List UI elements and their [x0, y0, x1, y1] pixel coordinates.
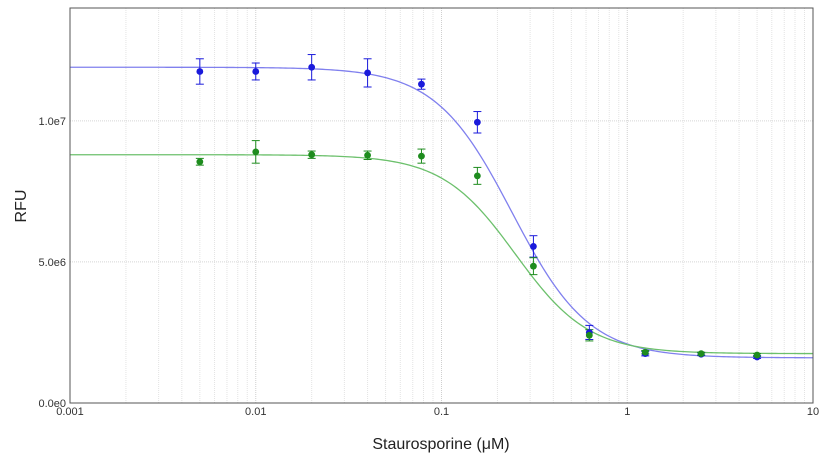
y-tick-label: 1.0e7: [38, 116, 66, 128]
data-point-1: [473, 118, 481, 126]
data-point-2: [418, 152, 425, 160]
data-point-2: [473, 172, 481, 180]
y-tick-label: 5.0e6: [38, 257, 66, 269]
x-tick-label: 0.01: [245, 406, 266, 418]
data-point-2: [585, 331, 593, 339]
data-points: [196, 63, 761, 361]
data-point-1: [530, 243, 537, 250]
data-point-2: [196, 158, 204, 166]
data-point-1: [252, 68, 260, 75]
data-point-1: [418, 80, 425, 88]
data-point-2: [641, 348, 649, 356]
fit-curves: [70, 66, 814, 359]
plot-area-frame: [69, 7, 814, 404]
tick-labels: 0.001 0.01 0.1 1 10 0.0e0 5.0e6 1.0e7: [38, 116, 819, 418]
y-tick-label: 0.0e0: [38, 398, 66, 410]
y-axis-title: RFU: [13, 190, 30, 223]
data-point-2: [697, 350, 705, 358]
x-tick-label: 10: [807, 406, 819, 418]
x-tick-label: 0.1: [434, 406, 449, 418]
data-point-2: [308, 151, 316, 159]
data-point-1: [196, 68, 204, 75]
data-point-2: [530, 262, 537, 270]
data-point-1: [308, 63, 316, 71]
data-point-1: [364, 69, 371, 77]
data-point-2: [753, 351, 761, 359]
x-tick-label: 0.001: [56, 406, 84, 418]
x-tick-label: 1: [624, 406, 630, 418]
data-point-2: [252, 148, 260, 156]
data-point-2: [364, 151, 371, 159]
fit-curve-1: [70, 66, 814, 359]
fit-curve-2: [70, 154, 814, 355]
x-axis-title: Staurosporine (μM): [372, 436, 509, 453]
